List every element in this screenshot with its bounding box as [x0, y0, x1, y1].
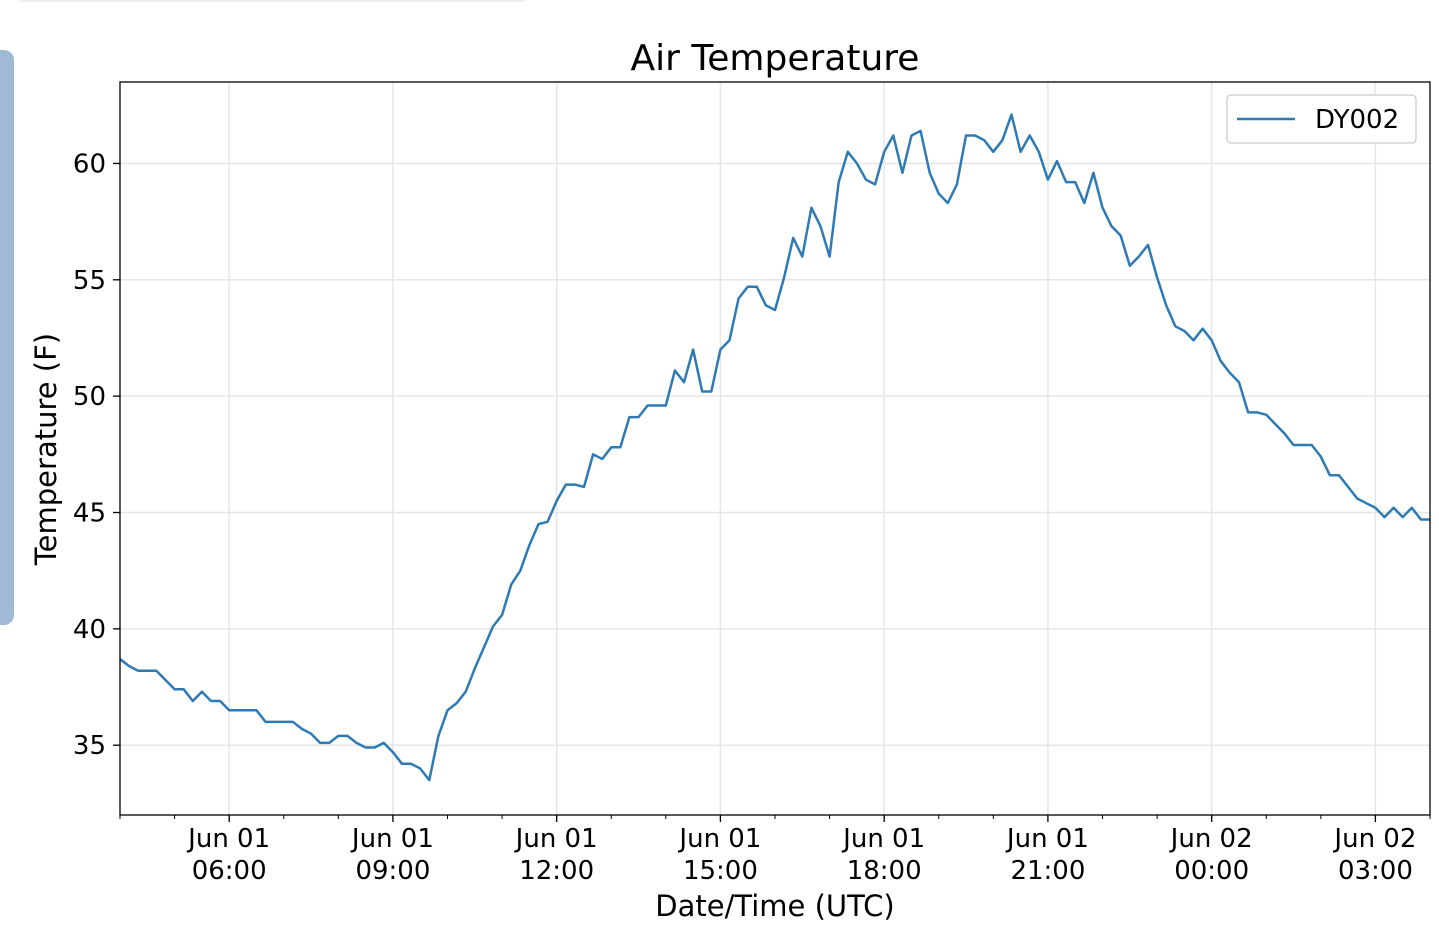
plot-frame [119, 81, 1431, 816]
series-layer [119, 113, 1431, 782]
legend: DY002 [1226, 94, 1417, 144]
x-tick-label-date: Jun 01 [1005, 824, 1089, 854]
x-tick-label-time: 06:00 [192, 856, 267, 886]
x-tick-label-time: 03:00 [1338, 856, 1413, 886]
x-tick-label-date: Jun 02 [1332, 824, 1416, 854]
legend-label: DY002 [1315, 105, 1399, 135]
legend-box [1226, 94, 1417, 144]
y-tick-label: 50 [73, 382, 106, 412]
y-tick-label: 40 [73, 615, 106, 645]
y-tick-label: 45 [73, 498, 106, 528]
series-line-dy002 [119, 113, 1430, 782]
x-tick-label-date: Jun 01 [350, 824, 434, 854]
x-tick-label-date: Jun 01 [514, 824, 598, 854]
y-tick-label: 55 [73, 266, 106, 296]
x-tick-label-date: Jun 02 [1169, 824, 1253, 854]
x-tick-label-time: 21:00 [1010, 856, 1085, 886]
side-panel [0, 50, 14, 625]
x-tick-label-time: 09:00 [355, 856, 430, 886]
x-tick-label-date: Jun 01 [186, 824, 270, 854]
grid-lines [120, 82, 1430, 815]
x-axis-label: Date/Time (UTC) [655, 889, 894, 923]
y-tick-label: 60 [73, 149, 106, 179]
x-tick-label-time: 18:00 [847, 856, 922, 886]
chart-title: Air Temperature [631, 38, 920, 79]
x-tick-label-time: 00:00 [1174, 856, 1249, 886]
x-tick-label-time: 12:00 [519, 856, 594, 886]
y-tick-label: 35 [73, 731, 106, 761]
top-divider [20, 0, 525, 2]
x-tick-label-date: Jun 01 [841, 824, 925, 854]
x-tick-label-time: 15:00 [683, 856, 758, 886]
x-tick-label-date: Jun 01 [677, 824, 761, 854]
y-axis-label: Temperature (F) [29, 333, 63, 566]
